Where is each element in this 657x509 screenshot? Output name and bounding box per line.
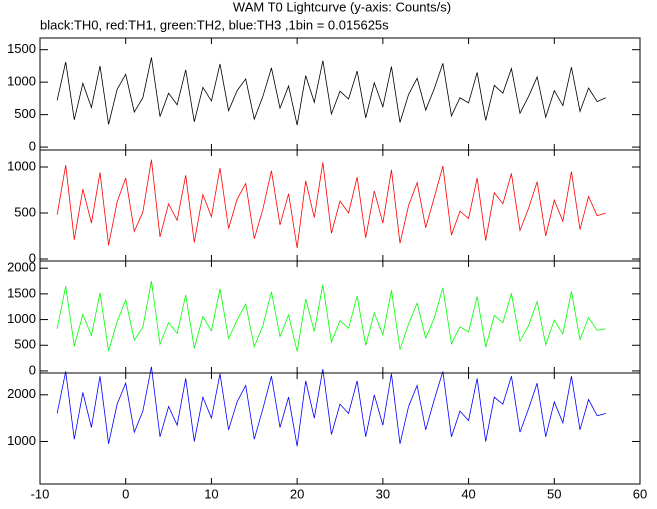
panel-frame	[39, 260, 641, 374]
y-tick-label: 1500	[7, 285, 36, 300]
y-tick-label: 0	[29, 362, 36, 377]
x-tick-label: 30	[376, 486, 390, 501]
y-tick-label: 1000	[7, 158, 36, 173]
x-tick-label: 0	[122, 486, 129, 501]
chart-title: WAM T0 Lightcurve (y-axis: Counts/s)	[233, 0, 451, 14]
y-tick-label: 500	[14, 337, 36, 352]
x-tick-label: 50	[547, 486, 561, 501]
x-tick-label: 40	[461, 486, 475, 501]
series-line	[56, 280, 606, 352]
x-tick-label: -10	[31, 486, 50, 501]
x-tick-label: 10	[204, 486, 218, 501]
x-tick-label: 20	[290, 486, 304, 501]
series-line	[56, 366, 606, 447]
y-tick-label: 1000	[7, 433, 36, 448]
y-tick-label: 0	[29, 250, 36, 265]
y-tick-label: 500	[14, 204, 36, 219]
y-tick-label: 1000	[7, 74, 36, 89]
y-tick-label: 0	[29, 139, 36, 154]
x-tick-label: 60	[633, 486, 647, 501]
panel-frame	[39, 372, 641, 485]
y-tick-label: 500	[14, 106, 36, 121]
y-tick-label: 2000	[7, 260, 36, 275]
y-tick-label: 1000	[7, 311, 36, 326]
series-line	[56, 159, 606, 249]
y-tick-label: 1500	[7, 41, 36, 56]
chart-subtitle: black:TH0, red:TH1, green:TH2, blue:TH3 …	[40, 17, 389, 32]
series-line	[56, 57, 606, 126]
y-tick-label: 2000	[7, 386, 36, 401]
